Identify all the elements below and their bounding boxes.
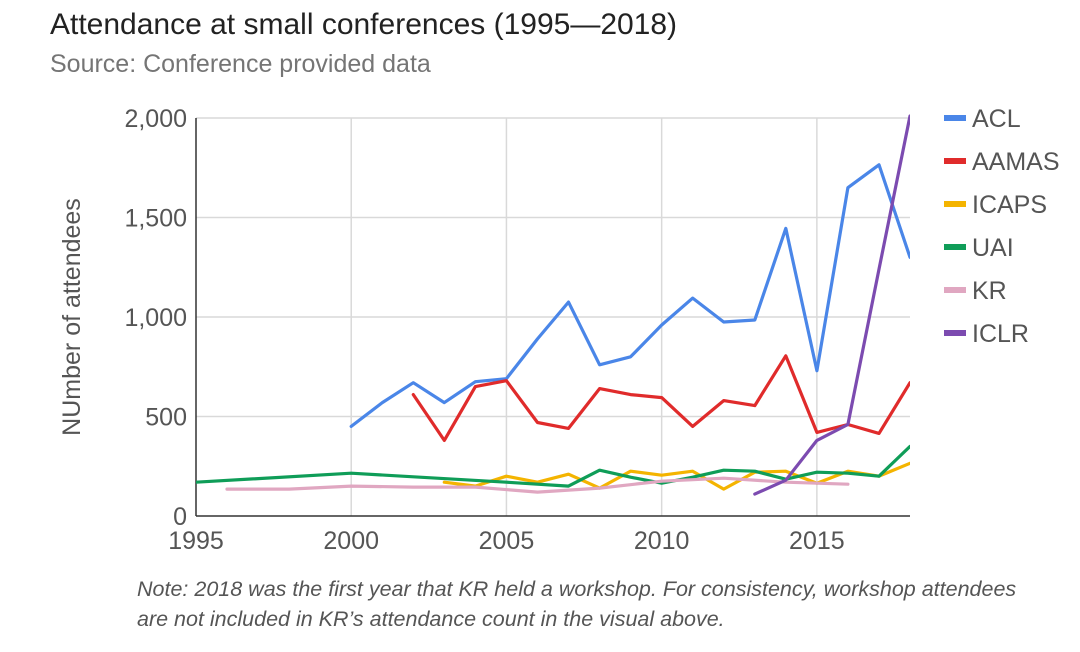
y-tick-label: 0: [173, 503, 187, 531]
legend-swatch-kr: [944, 287, 966, 293]
legend-swatch-icaps: [944, 201, 966, 207]
x-tick-label: 1995: [168, 527, 224, 555]
legend-label-aamas: AAMAS: [972, 148, 1060, 176]
footnote: Note: 2018 was the first year that KR he…: [137, 577, 1017, 631]
series-line-kr: [225, 476, 850, 494]
legend-label-acl: ACL: [972, 105, 1021, 133]
series-line-iclr: [753, 114, 910, 496]
chart-subtitle: Source: Conference provided data: [50, 50, 431, 78]
y-tick-label: 2,000: [124, 105, 187, 133]
legend-swatch-acl: [944, 115, 966, 121]
legend-label-icaps: ICAPS: [972, 191, 1047, 219]
x-tick-label: 2000: [323, 527, 379, 555]
legend-label-uai: UAI: [972, 234, 1014, 262]
legend-swatch-iclr: [944, 330, 966, 336]
legend-swatch-uai: [944, 244, 966, 250]
x-tick-label: 2005: [479, 527, 535, 555]
note-panel: Note: 2018 was the first year that KR he…: [0, 568, 1080, 652]
series-line-aamas: [411, 354, 910, 442]
legend-swatch-aamas: [944, 158, 966, 164]
chart-title: Attendance at small conferences (1995—20…: [50, 8, 678, 41]
legend-label-iclr: ICLR: [972, 320, 1029, 348]
legend-label-kr: KR: [972, 277, 1007, 305]
y-tick-label: 1,000: [124, 304, 187, 332]
line-chart: 0 500 1,000 1,500 2,000 1995 2000 2005 2010 2015 N…: [58, 105, 1060, 555]
x-tick-label: 2010: [634, 527, 690, 555]
x-tick-label: 2015: [789, 527, 845, 555]
y-tick-label: 500: [145, 404, 187, 432]
y-tick-label: 1,500: [124, 205, 187, 233]
series-line-uai: [196, 444, 910, 488]
series-line-icaps: [442, 461, 910, 491]
series-line-acl: [349, 163, 910, 428]
y-axis-title: NUmber of attendees: [58, 198, 86, 436]
